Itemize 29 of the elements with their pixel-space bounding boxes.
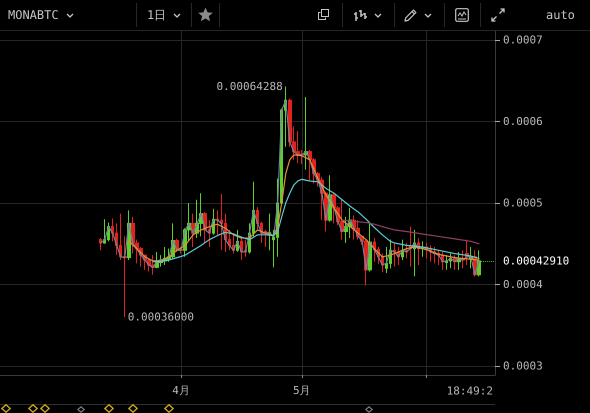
y-tick-label: 0.0007 — [503, 33, 543, 46]
y-tick-label: 0.0004 — [503, 278, 544, 292]
text: 18:49:2 — [446, 384, 493, 398]
line-series — [128, 154, 480, 262]
candlestick — [220, 194, 223, 251]
candlestick — [119, 213, 122, 261]
line-series — [341, 220, 480, 244]
candlestick — [103, 218, 106, 244]
annotation: 0.00036000 — [128, 310, 194, 324]
ref-line-label: 0.00042910 — [503, 254, 570, 268]
candlestick — [373, 238, 376, 262]
candlestick — [99, 238, 102, 251]
x-tick-label: 4月 — [172, 384, 190, 397]
candlestick — [449, 253, 452, 269]
line-series — [100, 100, 480, 276]
y-tick-label: 0.0006 — [503, 114, 543, 128]
candlestick — [409, 226, 412, 268]
x-tick-label: 5月 — [293, 384, 311, 397]
annotation: 0.00064288 — [216, 80, 283, 94]
candlestick — [296, 130, 300, 164]
line-series — [152, 178, 480, 262]
chart-title: MONABTC — [8, 8, 59, 22]
candlestick — [445, 254, 448, 270]
candlestick — [393, 242, 396, 268]
candlestick — [304, 96, 308, 170]
toolbar: MONABTC 1日 auto — [0, 0, 590, 31]
candlestick — [123, 236, 127, 318]
y-tick-label: 0.0003 — [503, 360, 543, 373]
y-tick-label: 0.0005 — [503, 196, 543, 210]
